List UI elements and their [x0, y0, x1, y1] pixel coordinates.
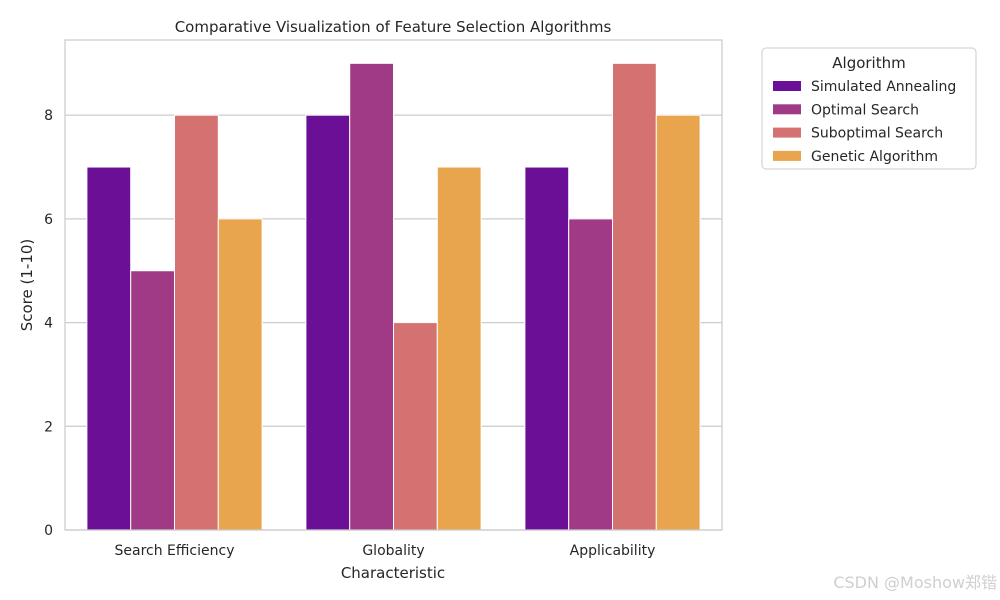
y-tick-label: 2 — [44, 419, 53, 435]
bar — [217, 218, 263, 531]
legend-label: Suboptimal Search — [811, 126, 943, 142]
bar — [655, 114, 701, 531]
y-tick-labels: 0 2 4 6 8 — [44, 108, 53, 539]
legend: Algorithm Simulated Annealing Optimal Sea… — [761, 47, 977, 170]
bar — [86, 166, 132, 531]
y-tick-label: 6 — [44, 212, 53, 228]
bar — [305, 114, 351, 531]
legend-box — [761, 47, 977, 170]
legend-swatch — [773, 104, 801, 115]
legend-label: Optimal Search — [811, 102, 919, 118]
bar — [612, 62, 657, 531]
x-tick-label: Globality — [362, 543, 424, 559]
legend-label: Genetic Algorithm — [811, 149, 938, 165]
x-axis-label: Characteristic — [341, 564, 445, 582]
bar — [436, 166, 482, 531]
x-tick-labels: Search Efficiency Globality Applicability — [115, 543, 656, 559]
y-tick-label: 0 — [44, 523, 53, 539]
watermark: CSDN @Moshow郑锴 — [833, 573, 997, 592]
x-tick-label: Search Efficiency — [115, 543, 235, 559]
plot-area-frame — [64, 39, 723, 531]
x-tick-label: Applicability — [570, 543, 656, 559]
bars — [86, 62, 701, 531]
bar — [174, 114, 219, 531]
y-tick-label: 4 — [44, 316, 53, 332]
legend-title: Algorithm — [832, 54, 905, 72]
legend-label: Simulated Annealing — [811, 79, 956, 95]
legend-swatch — [773, 127, 801, 138]
y-axis-label: Score (1-10) — [18, 239, 36, 332]
bar — [349, 62, 395, 531]
bar — [130, 270, 175, 531]
legend-swatch — [773, 81, 801, 91]
y-tick-label: 8 — [44, 108, 53, 124]
chart-title: Comparative Visualization of Feature Sel… — [175, 18, 612, 36]
bar — [393, 322, 438, 531]
legend-swatch — [773, 150, 801, 161]
bar — [568, 218, 614, 531]
bar — [524, 166, 570, 531]
legend-items: Simulated Annealing Optimal Search Subopti… — [773, 79, 956, 165]
